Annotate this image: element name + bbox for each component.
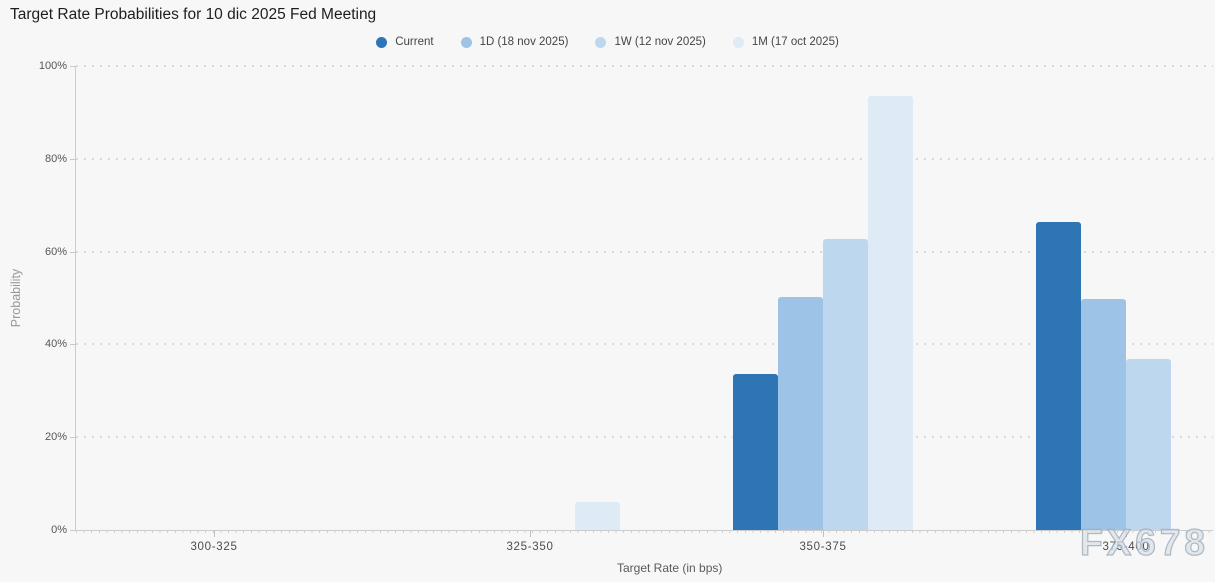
x-tick-mark-350-375 bbox=[823, 530, 824, 537]
y-tick-mark-20 bbox=[70, 437, 76, 439]
y-tick-mark-100 bbox=[70, 66, 76, 67]
watermark: FX678 bbox=[1079, 521, 1210, 563]
legend-dot-icon bbox=[595, 36, 607, 48]
gridline-20 bbox=[76, 436, 1213, 439]
legend-item-1m-17-oct-2025[interactable]: 1M (17 oct 2025) bbox=[732, 36, 839, 48]
x-tick-mark-300-325 bbox=[214, 530, 215, 537]
y-tick-label-60: 60% bbox=[44, 245, 67, 258]
y-tick-mark-80 bbox=[70, 158, 76, 160]
bar-1w-375-400 bbox=[1126, 358, 1171, 530]
bar-current-350-375 bbox=[733, 374, 778, 530]
legend-dot-icon bbox=[376, 36, 388, 48]
legend-item-current[interactable]: Current bbox=[376, 36, 434, 48]
bar-1d-375-400 bbox=[1081, 298, 1126, 530]
y-tick-mark-40 bbox=[70, 344, 76, 346]
x-tick-mark-375-400 bbox=[1126, 530, 1127, 537]
y-tick-label-0: 0% bbox=[51, 524, 67, 536]
bar-1m-325-350 bbox=[575, 501, 620, 530]
plot-area: 0% 20% 40% 60% 80% 100% 300-325 325-350 350-375 3… bbox=[39, 60, 1213, 553]
bar-1w-350-375 bbox=[823, 239, 868, 530]
legend-item-1w-12-nov-2025[interactable]: 1W (12 nov 2025) bbox=[595, 36, 706, 48]
legend-label: 1D (18 nov 2025) bbox=[479, 36, 569, 48]
y-tick-label-100: 100% bbox=[38, 60, 67, 72]
bar-1d-350-375 bbox=[778, 297, 823, 530]
y-tick-label-20: 20% bbox=[44, 431, 67, 444]
y-tick-mark-0 bbox=[70, 530, 76, 531]
legend-dot-icon bbox=[732, 36, 744, 48]
y-tick-label-40: 40% bbox=[44, 338, 67, 351]
legend-label: 1M (17 oct 2025) bbox=[751, 36, 839, 48]
x-tick-label-350-375: 350-375 bbox=[799, 541, 847, 553]
legend-dot-icon bbox=[460, 36, 472, 48]
y-axis-title: Probability bbox=[9, 268, 23, 328]
x-axis-title: Target Rate (in bps) bbox=[617, 561, 723, 575]
x-tick-mark-325-350 bbox=[530, 530, 531, 537]
bar-current-375-400 bbox=[1036, 221, 1081, 530]
chart-legend: Current 1D (18 nov 2025) 1W (12 nov 2025) 1… bbox=[0, 36, 1215, 48]
y-tick-label-80: 80% bbox=[44, 152, 67, 165]
legend-label: 1W (12 nov 2025) bbox=[614, 36, 706, 48]
legend-label: Current bbox=[395, 36, 434, 48]
bar-1m-350-375 bbox=[868, 96, 913, 530]
chart-title: Target Rate Probabilities for 10 dic 202… bbox=[10, 6, 377, 23]
gridline-60 bbox=[76, 250, 1213, 253]
x-tick-label-325-350: 325-350 bbox=[506, 541, 554, 553]
gridline-80 bbox=[76, 157, 1213, 160]
gridline-40 bbox=[76, 343, 1213, 346]
gridline-100 bbox=[76, 65, 1213, 67]
legend-item-1d-18-nov-2025[interactable]: 1D (18 nov 2025) bbox=[460, 36, 569, 48]
y-tick-mark-60 bbox=[70, 251, 76, 253]
x-tick-label-375-400: 375-400 bbox=[1102, 541, 1150, 553]
x-tick-label-300-325: 300-325 bbox=[190, 541, 238, 553]
x-axis-minor-ticks bbox=[76, 530, 1213, 533]
